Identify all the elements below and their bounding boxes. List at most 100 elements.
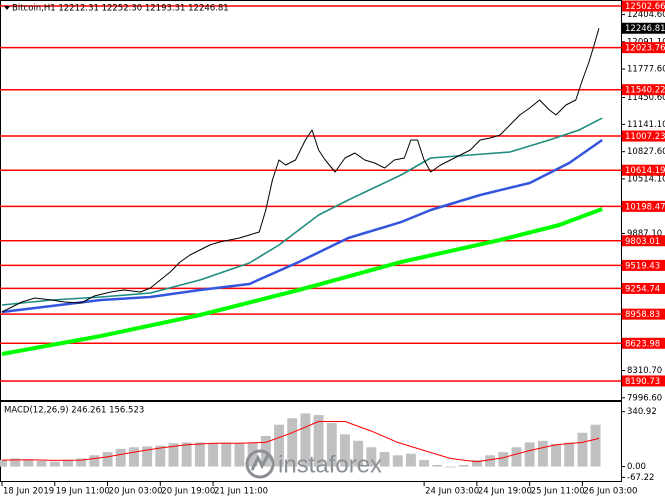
macd-bar — [379, 452, 390, 467]
series-line — [1, 28, 600, 313]
level-label-box — [622, 200, 665, 212]
x-tick-label: 25 Jun 11:00 — [531, 487, 585, 497]
logo-ring — [245, 449, 275, 479]
macd-bar — [0, 460, 7, 467]
level-label-box — [622, 235, 665, 247]
macd-bar — [221, 442, 232, 467]
level-label-box — [622, 282, 665, 294]
macd-bar — [274, 424, 284, 467]
macd-bar — [366, 447, 377, 467]
level-label: 12502.66 — [625, 2, 665, 12]
level-label-box — [622, 84, 665, 96]
macd-bar — [115, 448, 126, 467]
macd-bar — [155, 445, 166, 467]
level-label: 8623.98 — [625, 339, 660, 349]
macd-bar — [471, 460, 482, 467]
macd-bar — [577, 432, 588, 467]
level-label: 9803.01 — [625, 237, 660, 247]
level-label: 11007.23 — [625, 132, 665, 142]
level-label: 12023.76 — [625, 44, 665, 54]
y-tick-label: 11777.60 — [627, 65, 665, 75]
x-tick-label: 19 Jun 11:00 — [56, 487, 110, 497]
macd-title: MACD(12,26,9) 246.261 156.523 — [4, 406, 144, 416]
level-label: 10198.47 — [625, 202, 665, 212]
chart-title: Bitcoin,H1 12212.31 12252.30 12193.31 12… — [12, 4, 229, 14]
level-label: 10614.19 — [625, 166, 665, 176]
macd-bar — [76, 458, 87, 467]
level-label-box — [622, 42, 665, 54]
macd-bar — [524, 442, 535, 467]
y-tick-label: 11141.10 — [627, 120, 665, 130]
symbol-icon — [4, 6, 10, 10]
macd-bar — [63, 460, 73, 467]
macd-bar — [128, 447, 139, 467]
macd-bar — [511, 447, 522, 467]
watermark: instaforex — [278, 451, 382, 478]
level-label-box — [622, 337, 665, 349]
plot-layer — [0, 5, 622, 468]
y-tick-label: 9887.10 — [627, 229, 662, 239]
level-label-box — [622, 308, 665, 320]
level-label-box — [622, 259, 665, 271]
level-label: 9254.74 — [625, 284, 660, 294]
y-tick-label: 10827.60 — [627, 147, 665, 157]
x-tick-label: 26 Jun 03:00 — [583, 487, 637, 497]
macd-bar — [326, 423, 337, 467]
x-tick-label: 18 Jun 2019 — [3, 487, 54, 497]
macd-bar — [392, 455, 403, 467]
macd-bar — [590, 424, 601, 467]
y-tick-label: 10514.10 — [627, 174, 665, 184]
y-tick-label: 340.92 — [627, 407, 657, 417]
macd-bar — [287, 418, 298, 467]
x-tick-label: 20 Jun 03:00 — [109, 487, 163, 497]
level-label: 8958.83 — [625, 310, 660, 320]
macd-bar — [142, 446, 153, 467]
macd-bar — [537, 440, 548, 467]
macd-bar — [498, 452, 509, 467]
logo-mark — [250, 454, 270, 471]
macd-bar — [36, 460, 47, 467]
x-tick-label: 20 Jun 19:00 — [161, 487, 215, 497]
macd-bar — [208, 443, 219, 467]
macd-bar — [432, 464, 443, 467]
y-tick-label: 7996.60 — [627, 393, 662, 403]
series-line — [1, 117, 603, 306]
macd-bar — [194, 442, 205, 467]
series-line — [1, 138, 603, 314]
macd-bar — [89, 455, 100, 467]
macd-frame — [0, 401, 622, 482]
watermark-cover — [232, 483, 420, 499]
macd-bar — [485, 455, 496, 467]
last-price-box — [622, 22, 665, 34]
level-label-box — [622, 375, 665, 387]
x-tick-label: 24 Jun 03:00 — [425, 487, 479, 497]
main-frame — [0, 0, 622, 401]
series-line — [1, 207, 603, 356]
macd-bar — [313, 415, 324, 467]
y-tick-label: 0.00 — [627, 462, 646, 472]
y-tick-label: -67.22 — [627, 473, 654, 483]
macd-bar — [405, 453, 416, 467]
series-line — [1, 421, 600, 463]
x-tick-label: 24 Jun 19:00 — [478, 487, 532, 497]
macd-bar — [300, 413, 311, 467]
level-label-box — [622, 0, 665, 12]
level-label-box — [622, 130, 665, 142]
watermark-logo: instaforex — [245, 449, 382, 479]
macd-bar — [10, 458, 21, 467]
level-label: 9519.43 — [625, 261, 660, 271]
macd-bar — [102, 452, 113, 467]
macd-bar — [445, 466, 456, 468]
macd-bar — [234, 443, 245, 467]
x-tick-label: 21 Jun 11:00 — [214, 487, 268, 497]
level-label-box — [622, 164, 665, 176]
y-tick-label: 8310.70 — [627, 366, 662, 376]
last-price: 12246.81 — [625, 24, 665, 34]
macd-bar — [353, 440, 364, 467]
macd-bar — [181, 442, 192, 467]
macd-bar — [23, 459, 34, 467]
level-label: 8190.73 — [625, 377, 660, 387]
y-tick-label: 11450.60 — [627, 93, 665, 103]
macd-bar — [49, 461, 60, 467]
